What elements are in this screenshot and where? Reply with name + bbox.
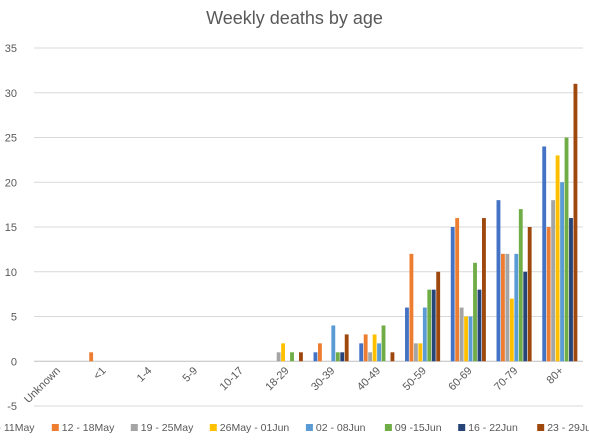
y-tick-label: 10	[5, 267, 17, 279]
bar	[450, 227, 455, 362]
bar	[344, 334, 349, 362]
bar	[459, 307, 464, 362]
bar	[413, 343, 418, 362]
legend-swatch	[458, 424, 466, 431]
bar	[542, 146, 547, 362]
legend-item: 26May - 01Jun	[209, 422, 290, 434]
bar	[335, 352, 340, 362]
x-tick-label: 40-49	[355, 365, 383, 393]
bar	[89, 352, 94, 362]
bar	[518, 209, 523, 362]
x-tick-label: 5-9	[181, 365, 201, 385]
legend-swatch	[305, 424, 313, 431]
y-tick-label: 5	[11, 312, 17, 324]
legend-label: 26May - 01Jun	[220, 422, 290, 434]
legend-item: 05 - 11May	[0, 422, 35, 434]
x-tick-label: 80+	[545, 365, 567, 387]
bar	[569, 218, 573, 362]
bar	[405, 307, 409, 362]
legend-swatch	[537, 424, 545, 431]
x-tick-label: 60-69	[446, 365, 474, 393]
legend-item: 12 - 18May	[51, 422, 115, 434]
legend-label: 05 - 11May	[0, 422, 35, 434]
x-tick-label: 70-79	[492, 365, 520, 393]
x-tick-label: <1	[91, 365, 108, 382]
bar	[560, 182, 564, 362]
bar	[573, 83, 578, 362]
bar	[331, 325, 336, 362]
x-tick-label: 30-39	[309, 365, 337, 393]
bar	[473, 262, 477, 362]
legend-label: 19 - 25May	[141, 422, 194, 434]
legend-item: 02 - 08Jun	[305, 422, 366, 434]
legend-swatch	[209, 424, 217, 431]
x-tick-label: 18-29	[263, 365, 291, 393]
bar	[377, 343, 381, 362]
y-tick-label: 0	[11, 356, 17, 368]
bar	[427, 289, 432, 362]
bar	[477, 289, 482, 362]
bar	[523, 271, 528, 362]
bar	[500, 253, 505, 362]
x-tick-label: Unknown	[22, 365, 63, 406]
x-tick-label: 1-4	[135, 365, 155, 385]
y-tick-label: 15	[5, 222, 17, 234]
legend-item: 23 - 29Jun	[537, 422, 589, 434]
bar	[496, 200, 501, 362]
bar	[455, 218, 460, 362]
bar	[464, 316, 469, 362]
legend-item: 19 - 25May	[130, 422, 194, 434]
legend-item: 09 -15Jun	[384, 422, 442, 434]
bar	[509, 298, 514, 362]
bar	[381, 325, 386, 362]
x-tick-label: 10-17	[218, 365, 246, 393]
legend-label: 23 - 29Jun	[547, 422, 589, 434]
x-tick-label: 50-59	[401, 365, 429, 393]
bar	[368, 352, 373, 362]
legend-label: 12 - 18May	[62, 422, 115, 434]
legend-swatch	[51, 424, 59, 431]
bar	[317, 343, 322, 362]
y-tick-label: 25	[5, 133, 17, 145]
bar	[359, 343, 364, 362]
bar	[340, 352, 345, 362]
y-tick-label: 30	[5, 88, 17, 100]
bar	[546, 227, 551, 362]
legend-label: 02 - 08Jun	[316, 422, 366, 434]
bar	[409, 253, 414, 362]
bar	[363, 334, 368, 362]
legend-swatch	[130, 424, 138, 431]
bar	[564, 137, 569, 362]
bar	[514, 253, 519, 362]
bar	[313, 352, 318, 362]
bar	[482, 218, 486, 362]
legend-item: 16 - 22Jun	[458, 422, 518, 434]
bar	[299, 352, 303, 362]
bar	[551, 200, 556, 362]
bar	[372, 334, 377, 362]
bar	[390, 352, 395, 362]
bar	[555, 155, 560, 362]
y-tick-label: -5	[7, 401, 17, 413]
bar	[422, 307, 427, 362]
bar	[290, 352, 294, 362]
chart-title: Weekly deaths by age	[206, 8, 383, 28]
bar	[276, 352, 281, 362]
bar	[431, 289, 436, 362]
bar	[468, 316, 473, 362]
legend-swatch	[384, 424, 392, 431]
y-tick-label: 20	[5, 177, 17, 189]
bar	[436, 271, 441, 362]
bar	[418, 343, 423, 362]
bar	[527, 227, 532, 362]
bar	[281, 343, 286, 362]
bar	[505, 253, 510, 362]
legend-label: 09 -15Jun	[395, 422, 442, 434]
legend-label: 16 - 22Jun	[468, 422, 518, 434]
y-tick-label: 35	[5, 43, 17, 55]
